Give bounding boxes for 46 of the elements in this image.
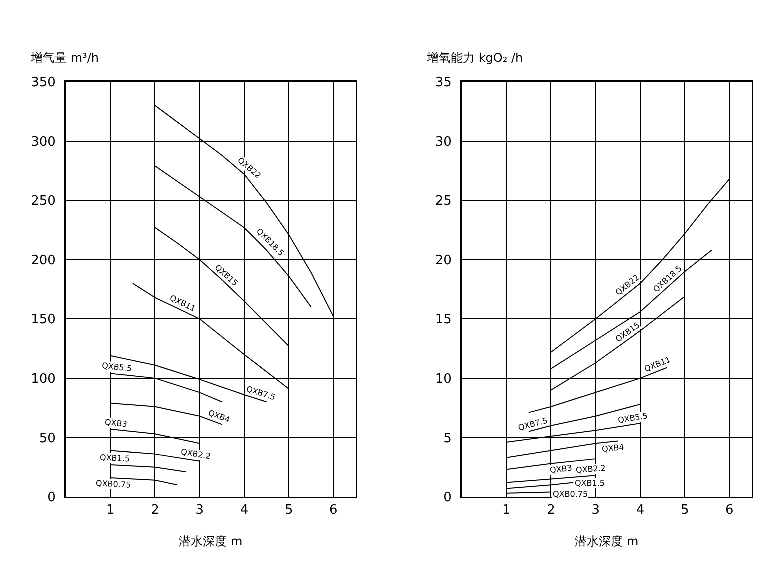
y-tick-label: 150: [31, 312, 56, 328]
series-label: QXB0.75: [553, 490, 588, 499]
x-axis-title: 潜水深度 m: [575, 534, 639, 549]
x-tick-label: 1: [106, 503, 115, 518]
x-tick-label: 4: [240, 503, 249, 518]
y-tick-label: 100: [31, 372, 56, 387]
series-label: QXB2.2: [576, 464, 606, 476]
x-tick-label: 6: [726, 503, 734, 518]
text: QXB3: [550, 464, 573, 476]
series-label: QXB1.5: [575, 479, 605, 488]
series-label: QXB1.5: [100, 453, 130, 464]
text: QXB4: [207, 408, 232, 425]
text: QXB7.5: [245, 384, 277, 402]
x-axis-title: 潜水深度 m: [179, 534, 243, 549]
y-axis-title: 增氧能力 kgO₂ /h: [426, 51, 524, 65]
y-tick-label: 20: [435, 253, 452, 268]
y-tick-label: 30: [435, 134, 452, 150]
x-tick-label: 2: [547, 503, 556, 518]
y-tick-label: 300: [31, 134, 56, 150]
series-label: QXB0.75: [96, 479, 132, 490]
y-tick-label: 15: [435, 312, 452, 328]
text: QXB3: [104, 418, 128, 430]
x-tick-label: 2: [151, 503, 160, 518]
x-tick-label: 6: [330, 503, 338, 518]
x-tick-label: 1: [502, 503, 511, 518]
x-tick-label: 4: [636, 503, 645, 518]
y-tick-label: 10: [435, 372, 452, 387]
text: QXB2.2: [180, 448, 212, 462]
text: QXB5.5: [618, 412, 649, 426]
y-tick-label: 35: [435, 76, 452, 91]
text: QXB7.5: [517, 416, 549, 433]
y-tick-label: 350: [31, 76, 56, 91]
y-tick-label: 250: [31, 194, 56, 210]
text: QXB5.5: [102, 361, 132, 374]
x-tick-label: 3: [592, 503, 600, 518]
x-tick-label: 3: [196, 503, 204, 518]
x-tick-label: 5: [284, 503, 294, 518]
y-axis-title: 增气量 m³/h: [30, 51, 99, 65]
y-tick-label: 0: [48, 490, 56, 506]
x-tick-label: 5: [680, 503, 690, 518]
y-tick-label: 5: [444, 431, 452, 446]
y-tick-label: 25: [435, 194, 452, 210]
text: QXB4: [602, 442, 625, 454]
y-tick-label: 0: [444, 490, 452, 506]
y-tick-label: 50: [39, 431, 56, 446]
y-tick-label: 200: [31, 253, 56, 268]
